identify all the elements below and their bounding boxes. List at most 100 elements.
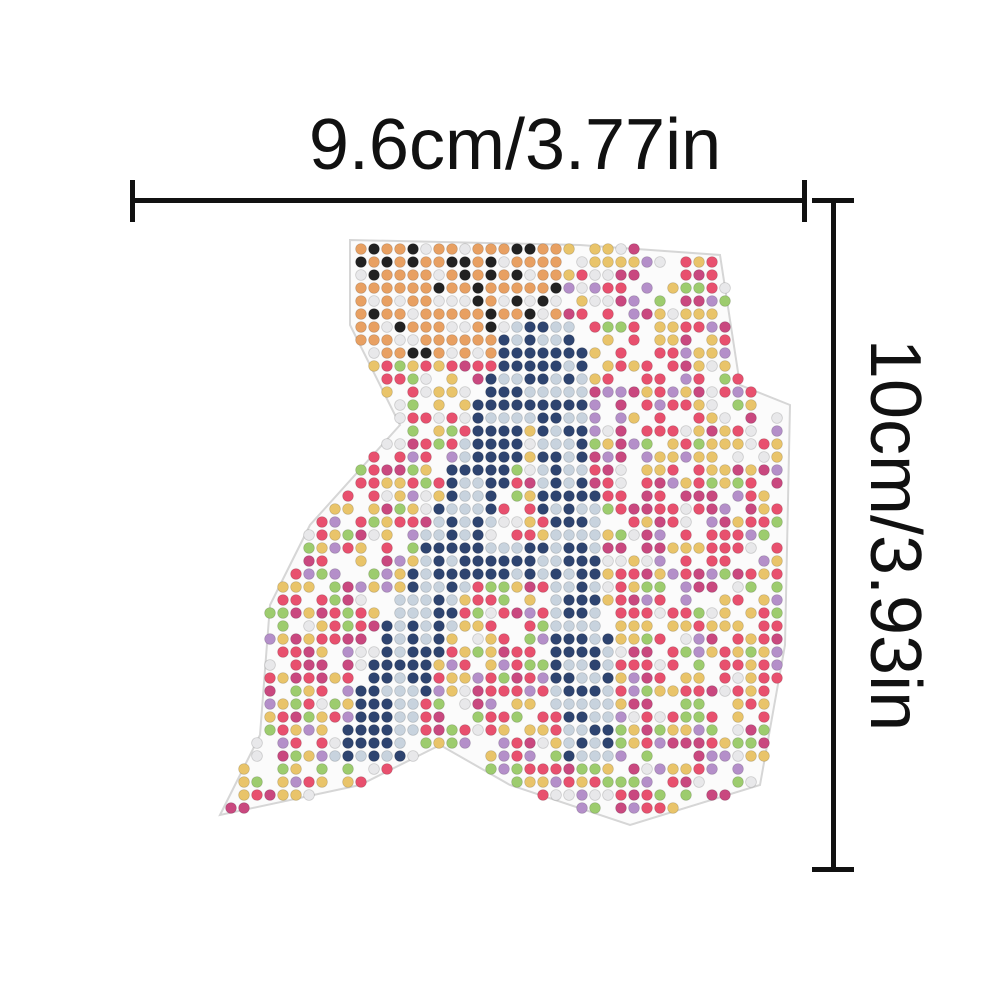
drill-dot — [524, 698, 536, 710]
drill-dot — [589, 243, 601, 255]
drill-dot — [602, 373, 614, 385]
drill-dot — [602, 451, 614, 463]
drill-dot — [303, 711, 315, 723]
drill-dot — [550, 698, 562, 710]
drill-dot — [732, 386, 744, 398]
drill-dot — [290, 568, 302, 580]
drill-dot — [316, 685, 328, 697]
drill-dot — [693, 360, 705, 372]
drill-dot — [680, 490, 692, 502]
drill-dot — [381, 516, 393, 528]
drill-dot — [277, 646, 289, 658]
drill-dot — [329, 711, 341, 723]
drill-dot — [511, 243, 523, 255]
drill-dot — [563, 490, 575, 502]
drill-dot — [615, 789, 627, 801]
drill-dot — [407, 698, 419, 710]
drill-dot — [511, 425, 523, 437]
drill-dot — [693, 698, 705, 710]
drill-dot — [563, 308, 575, 320]
drill-dot — [446, 373, 458, 385]
drill-dot — [602, 308, 614, 320]
drill-dot — [407, 360, 419, 372]
drill-dot — [485, 243, 497, 255]
drill-dot — [368, 672, 380, 684]
drill-dot — [498, 464, 510, 476]
drill-dot — [732, 373, 744, 385]
drill-dot — [589, 282, 601, 294]
drill-dot — [407, 750, 419, 762]
drill-dot — [628, 503, 640, 515]
drill-dot — [693, 373, 705, 385]
drill-dot — [524, 425, 536, 437]
drill-dot — [550, 425, 562, 437]
drill-dot — [563, 243, 575, 255]
drill-dot — [732, 763, 744, 775]
drill-dot — [472, 334, 484, 346]
drill-dot — [745, 607, 757, 619]
drill-dot — [511, 490, 523, 502]
drill-dot — [537, 360, 549, 372]
drill-dot — [407, 412, 419, 424]
drill-dot — [459, 425, 471, 437]
drill-dot — [524, 776, 536, 788]
drill-dot — [342, 659, 354, 671]
drill-dot — [407, 477, 419, 489]
drill-dot — [433, 269, 445, 281]
drill-dot — [745, 776, 757, 788]
drill-dot — [485, 542, 497, 554]
drill-dot — [537, 334, 549, 346]
drill-dot — [563, 555, 575, 567]
drill-dot — [511, 334, 523, 346]
drill-dot — [472, 581, 484, 593]
drill-dot — [719, 334, 731, 346]
drill-dot — [654, 672, 666, 684]
drill-dot — [381, 685, 393, 697]
drill-dot — [407, 321, 419, 333]
drill-dot — [459, 438, 471, 450]
drill-dot — [576, 282, 588, 294]
drill-dot — [381, 386, 393, 398]
drill-dot — [550, 620, 562, 632]
drill-dot — [433, 321, 445, 333]
drill-dot — [537, 269, 549, 281]
drill-dot — [485, 269, 497, 281]
drill-dot — [667, 542, 679, 554]
drill-dot — [537, 282, 549, 294]
drill-dot — [732, 659, 744, 671]
drill-dot — [576, 776, 588, 788]
drill-dot — [654, 737, 666, 749]
drill-dot — [654, 490, 666, 502]
drill-dot — [498, 555, 510, 567]
drill-dot — [433, 399, 445, 411]
drill-dot — [433, 386, 445, 398]
drill-dot — [628, 802, 640, 814]
drill-dot — [745, 724, 757, 736]
drill-dot — [576, 399, 588, 411]
drill-dot — [264, 698, 276, 710]
drill-dot — [680, 737, 692, 749]
drill-dot — [342, 594, 354, 606]
drill-dot — [472, 529, 484, 541]
drill-dot — [615, 724, 627, 736]
drill-dot — [420, 503, 432, 515]
drill-dot — [550, 737, 562, 749]
drill-dot — [524, 308, 536, 320]
drill-dot — [628, 568, 640, 580]
drill-dot — [485, 308, 497, 320]
drill-dot — [537, 568, 549, 580]
drill-dot — [498, 412, 510, 424]
drill-dot — [316, 555, 328, 567]
drill-dot — [641, 633, 653, 645]
drill-dot — [368, 243, 380, 255]
drill-dot — [693, 672, 705, 684]
drill-dot — [433, 555, 445, 567]
drill-dot — [758, 659, 770, 671]
drill-dot — [472, 711, 484, 723]
drill-dot — [615, 750, 627, 762]
drill-dot — [628, 672, 640, 684]
drill-dot — [576, 724, 588, 736]
drill-dot — [446, 295, 458, 307]
drill-dot — [355, 477, 367, 489]
drill-dot — [589, 373, 601, 385]
